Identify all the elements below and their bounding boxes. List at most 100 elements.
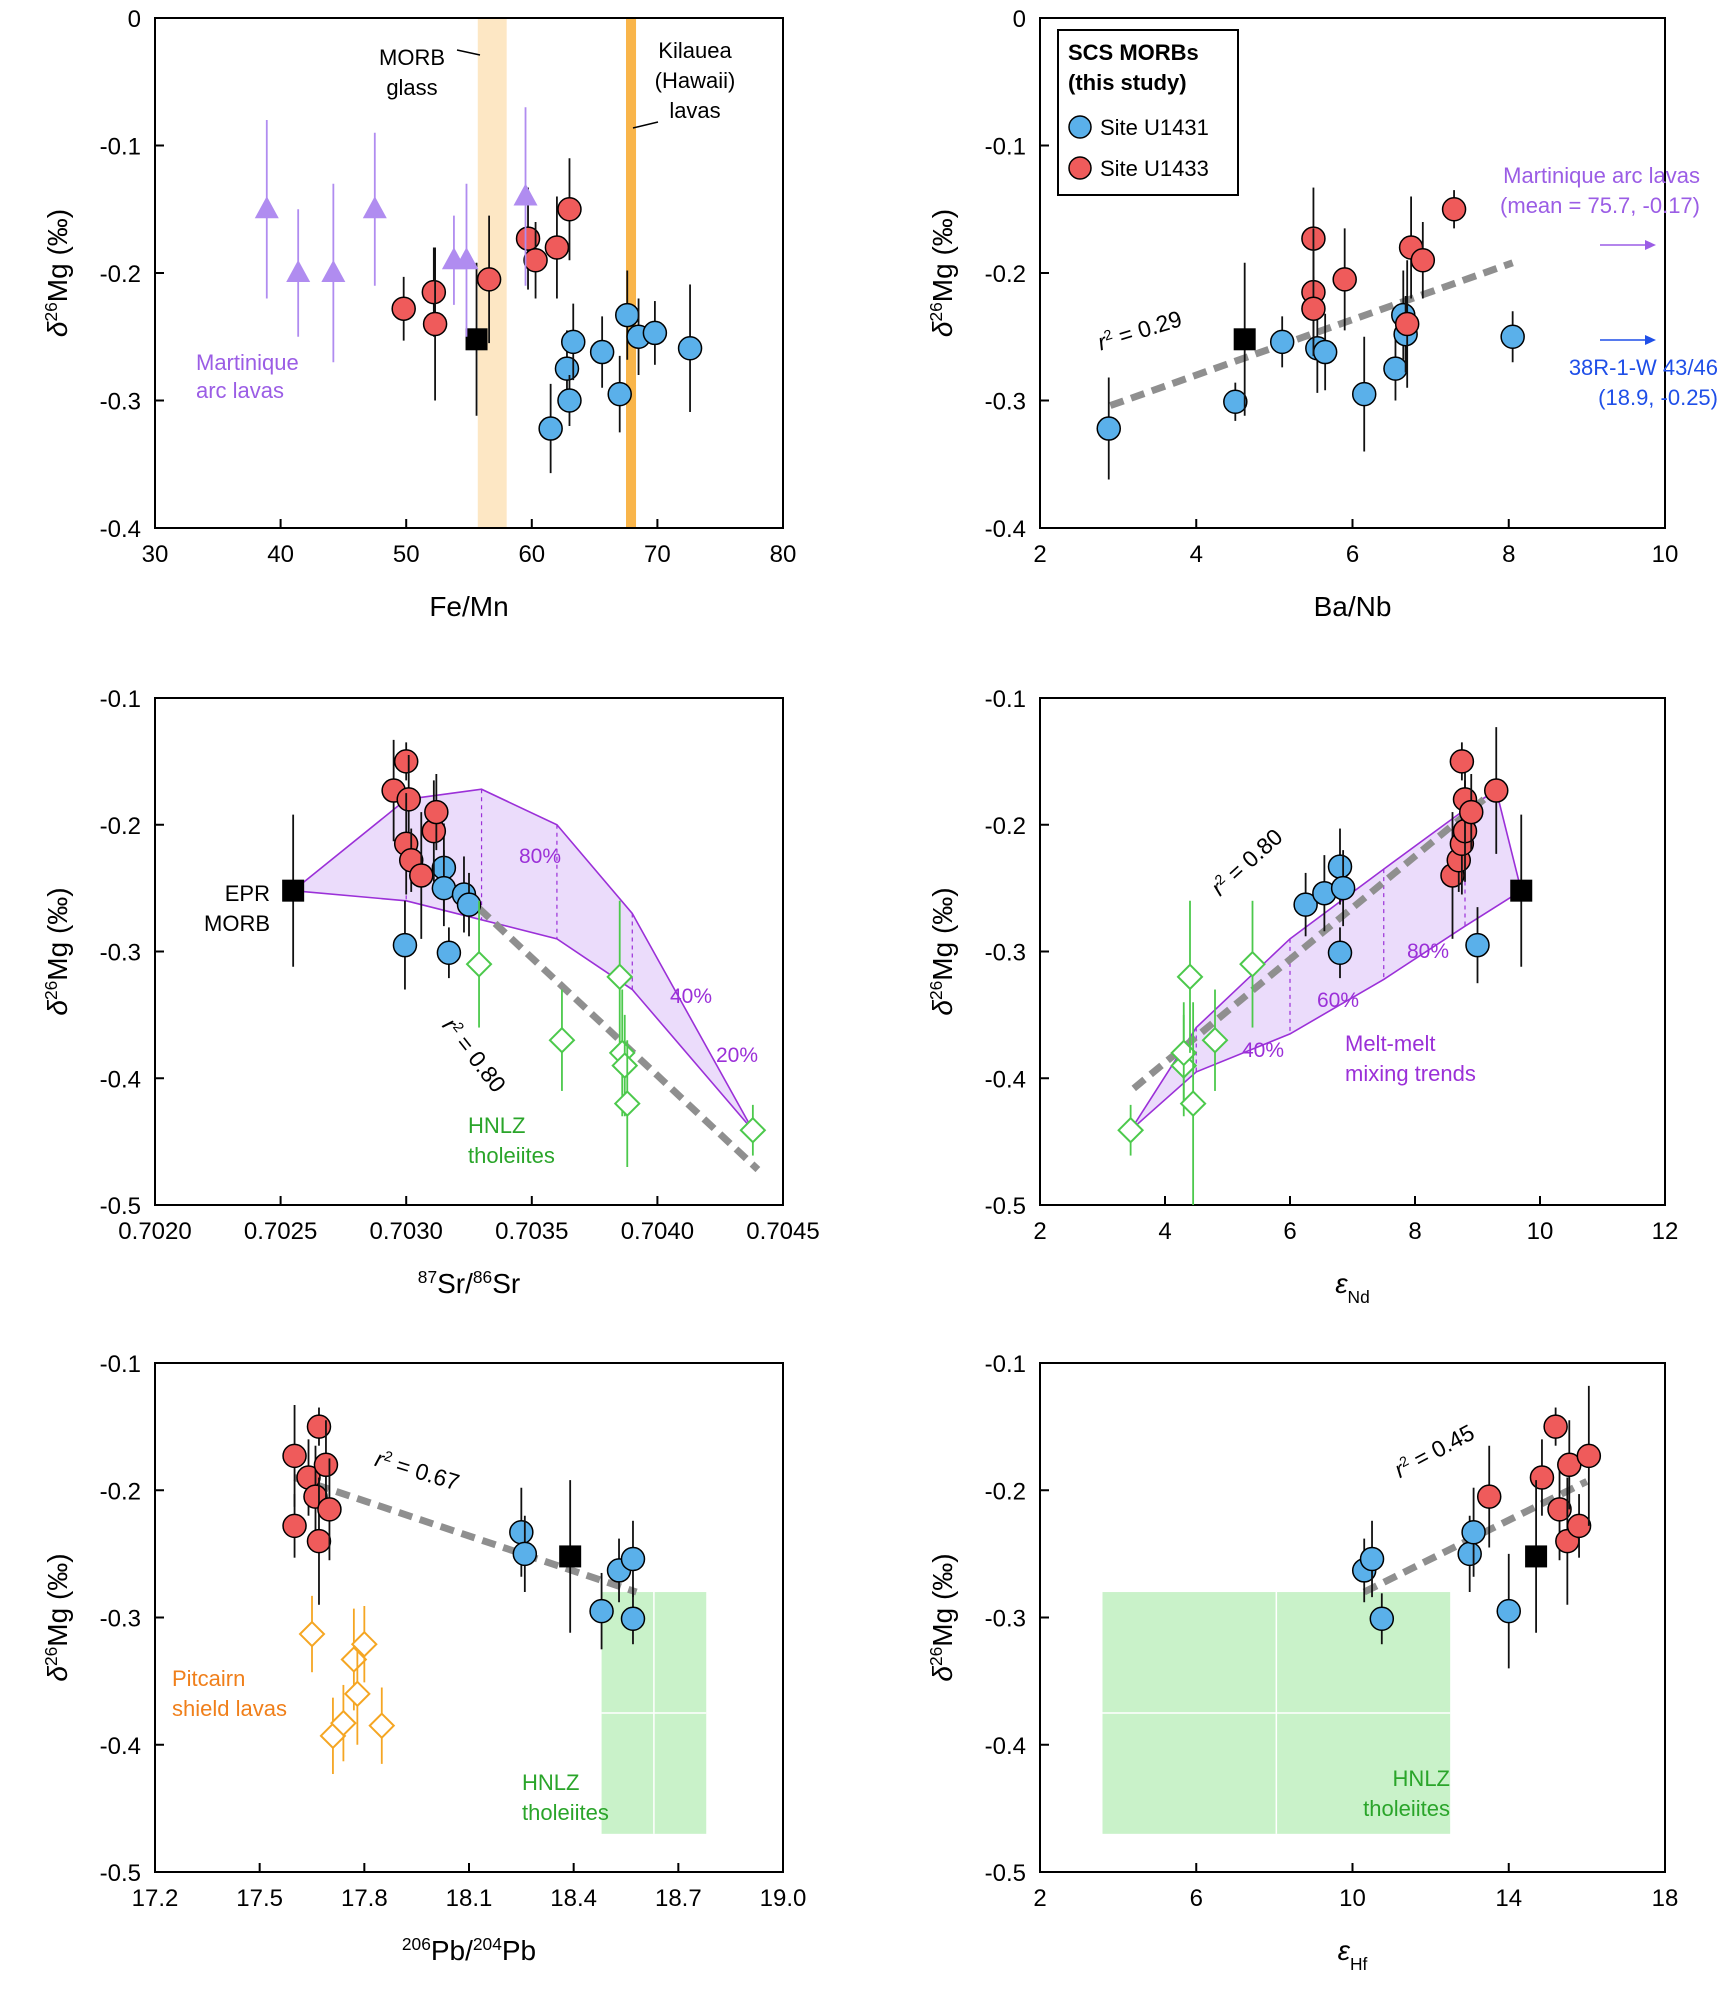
data-point <box>1201 1026 1229 1054</box>
y-tick-label: -0.5 <box>100 1193 141 1220</box>
series-epr-morb <box>559 1480 582 1633</box>
x-tick-label: 14 <box>1495 1885 1522 1912</box>
y-tick-label: -0.4 <box>100 516 141 543</box>
legend: SCS MORBs (this study) Site U1431 Site U143… <box>1057 29 1239 196</box>
series-epr-morb <box>1510 814 1533 967</box>
data-point <box>1457 1541 1482 1567</box>
y-tick-label: -0.2 <box>100 813 141 840</box>
x-tick-label: 17.8 <box>341 1885 388 1912</box>
x-tick-label: 2 <box>1033 541 1046 568</box>
data-point <box>392 932 418 958</box>
data-point <box>1359 1546 1385 1572</box>
y-tick-label: -0.3 <box>100 1606 141 1633</box>
panel-d: 2 4 6 8 10 12 -0.1 -0.2 -0.3 -0.4 -0.5 δ26Mg (‰) εNd… <box>926 686 1678 1307</box>
data-point <box>615 302 640 328</box>
data-point <box>1293 892 1318 917</box>
data-point <box>554 356 580 381</box>
data-point <box>313 1452 339 1478</box>
series-site-u1433 <box>282 1404 342 1605</box>
data-point <box>368 1712 396 1740</box>
mixing-label: 80% <box>519 845 561 868</box>
annotation: (18.9, -0.25) <box>1598 385 1718 410</box>
y-tick-label: -0.1 <box>985 134 1026 161</box>
x-tick-label: 2 <box>1033 1218 1046 1245</box>
data-point <box>620 1606 646 1632</box>
data-point <box>1529 1465 1555 1490</box>
leader-line <box>632 121 659 129</box>
annotation: arc lavas <box>196 378 284 403</box>
x-tick-label: 12 <box>1652 1218 1679 1245</box>
regression-label: r2 = 0.29 <box>1094 305 1184 355</box>
x-tick-label: 19.0 <box>760 1885 807 1912</box>
data-point <box>317 1497 342 1522</box>
data-point <box>1496 1598 1521 1624</box>
mixing-envelope <box>1130 790 1522 1131</box>
data-point <box>557 388 582 413</box>
series-site-u1433 <box>1301 187 1467 388</box>
y-axis-label: δ26Mg (‰) <box>926 887 958 1015</box>
data-point <box>282 1443 307 1469</box>
data-point <box>1461 1519 1486 1545</box>
x-tick-label: 50 <box>393 541 420 568</box>
series-site-u1433 <box>381 739 449 939</box>
x-tick-label: 60 <box>518 541 545 568</box>
annotation: lavas <box>669 98 720 123</box>
data-point <box>1301 296 1326 321</box>
annotation: Kilauea <box>658 38 732 63</box>
x-tick-label: 0.7030 <box>369 1218 442 1245</box>
data-point <box>1269 329 1295 355</box>
regression-line <box>1362 1478 1589 1596</box>
y-tick-label: -0.2 <box>985 813 1026 840</box>
x-tick-label: 0.7025 <box>244 1218 317 1245</box>
data-point <box>1096 416 1121 441</box>
annotation: Martinique arc lavas <box>1503 163 1700 188</box>
y-tick-label: -0.3 <box>985 389 1026 416</box>
annotation: MORB <box>379 45 445 70</box>
mixing-label: 80% <box>1407 940 1449 963</box>
series-epr-morb <box>465 262 488 416</box>
x-tick-label: 4 <box>1158 1218 1171 1245</box>
data-point <box>515 226 541 251</box>
x-tick-label: 10 <box>1339 1885 1366 1912</box>
y-tick-label: -0.1 <box>100 1351 141 1378</box>
data-point <box>1547 1497 1572 1522</box>
mixing-label: 60% <box>1317 989 1359 1012</box>
series-pitcairn-shield-lavas <box>298 1595 396 1775</box>
x-tick-label: 0.7040 <box>621 1218 694 1245</box>
data-point <box>1410 248 1436 273</box>
x-axis-label: 87Sr/86Sr <box>418 1267 520 1299</box>
regression-line <box>1109 259 1514 409</box>
y-tick-label: -0.3 <box>985 1606 1026 1633</box>
annotation: HNLZ <box>1393 1766 1450 1791</box>
data-point <box>523 248 548 273</box>
x-tick-label: 18.4 <box>550 1885 597 1912</box>
offscale-arrow-head <box>1645 240 1656 250</box>
data-point <box>1179 1090 1207 1118</box>
y-tick-label: -0.4 <box>985 1066 1026 1093</box>
panel-e: 17.2 17.5 17.8 18.1 18.4 18.7 19.0 -0.1 -0.2 -0.3… <box>41 1351 806 1966</box>
y-tick-label: -0.3 <box>100 389 141 416</box>
series-site-u1431 <box>1351 1487 1521 1669</box>
y-axis-label: δ26Mg (‰) <box>41 887 73 1015</box>
x-tick-label: 8 <box>1408 1218 1421 1245</box>
x-tick-label: 0.7035 <box>495 1218 568 1245</box>
x-tick-label: 2 <box>1033 1885 1046 1912</box>
annotation: (Hawaii) <box>655 68 736 93</box>
data-point <box>1449 749 1475 774</box>
data-point <box>1233 328 1256 351</box>
data-point <box>1566 1513 1592 1539</box>
y-tick-label: -0.4 <box>985 516 1026 543</box>
x-tick-label: 18 <box>1652 1885 1679 1912</box>
x-axis-label: 206Pb/204Pb <box>402 1934 536 1966</box>
data-point <box>1223 389 1248 415</box>
y-axis-label: δ26Mg (‰) <box>41 209 73 337</box>
annotation: MORB <box>204 911 270 936</box>
legend-marker-u1431 <box>1068 115 1092 139</box>
data-point <box>512 1541 538 1567</box>
mixing-label: 40% <box>670 985 712 1008</box>
mixing-envelope <box>293 789 753 1131</box>
x-tick-label: 10 <box>1527 1218 1554 1245</box>
data-point <box>544 235 570 260</box>
y-tick-label: -0.4 <box>100 1066 141 1093</box>
